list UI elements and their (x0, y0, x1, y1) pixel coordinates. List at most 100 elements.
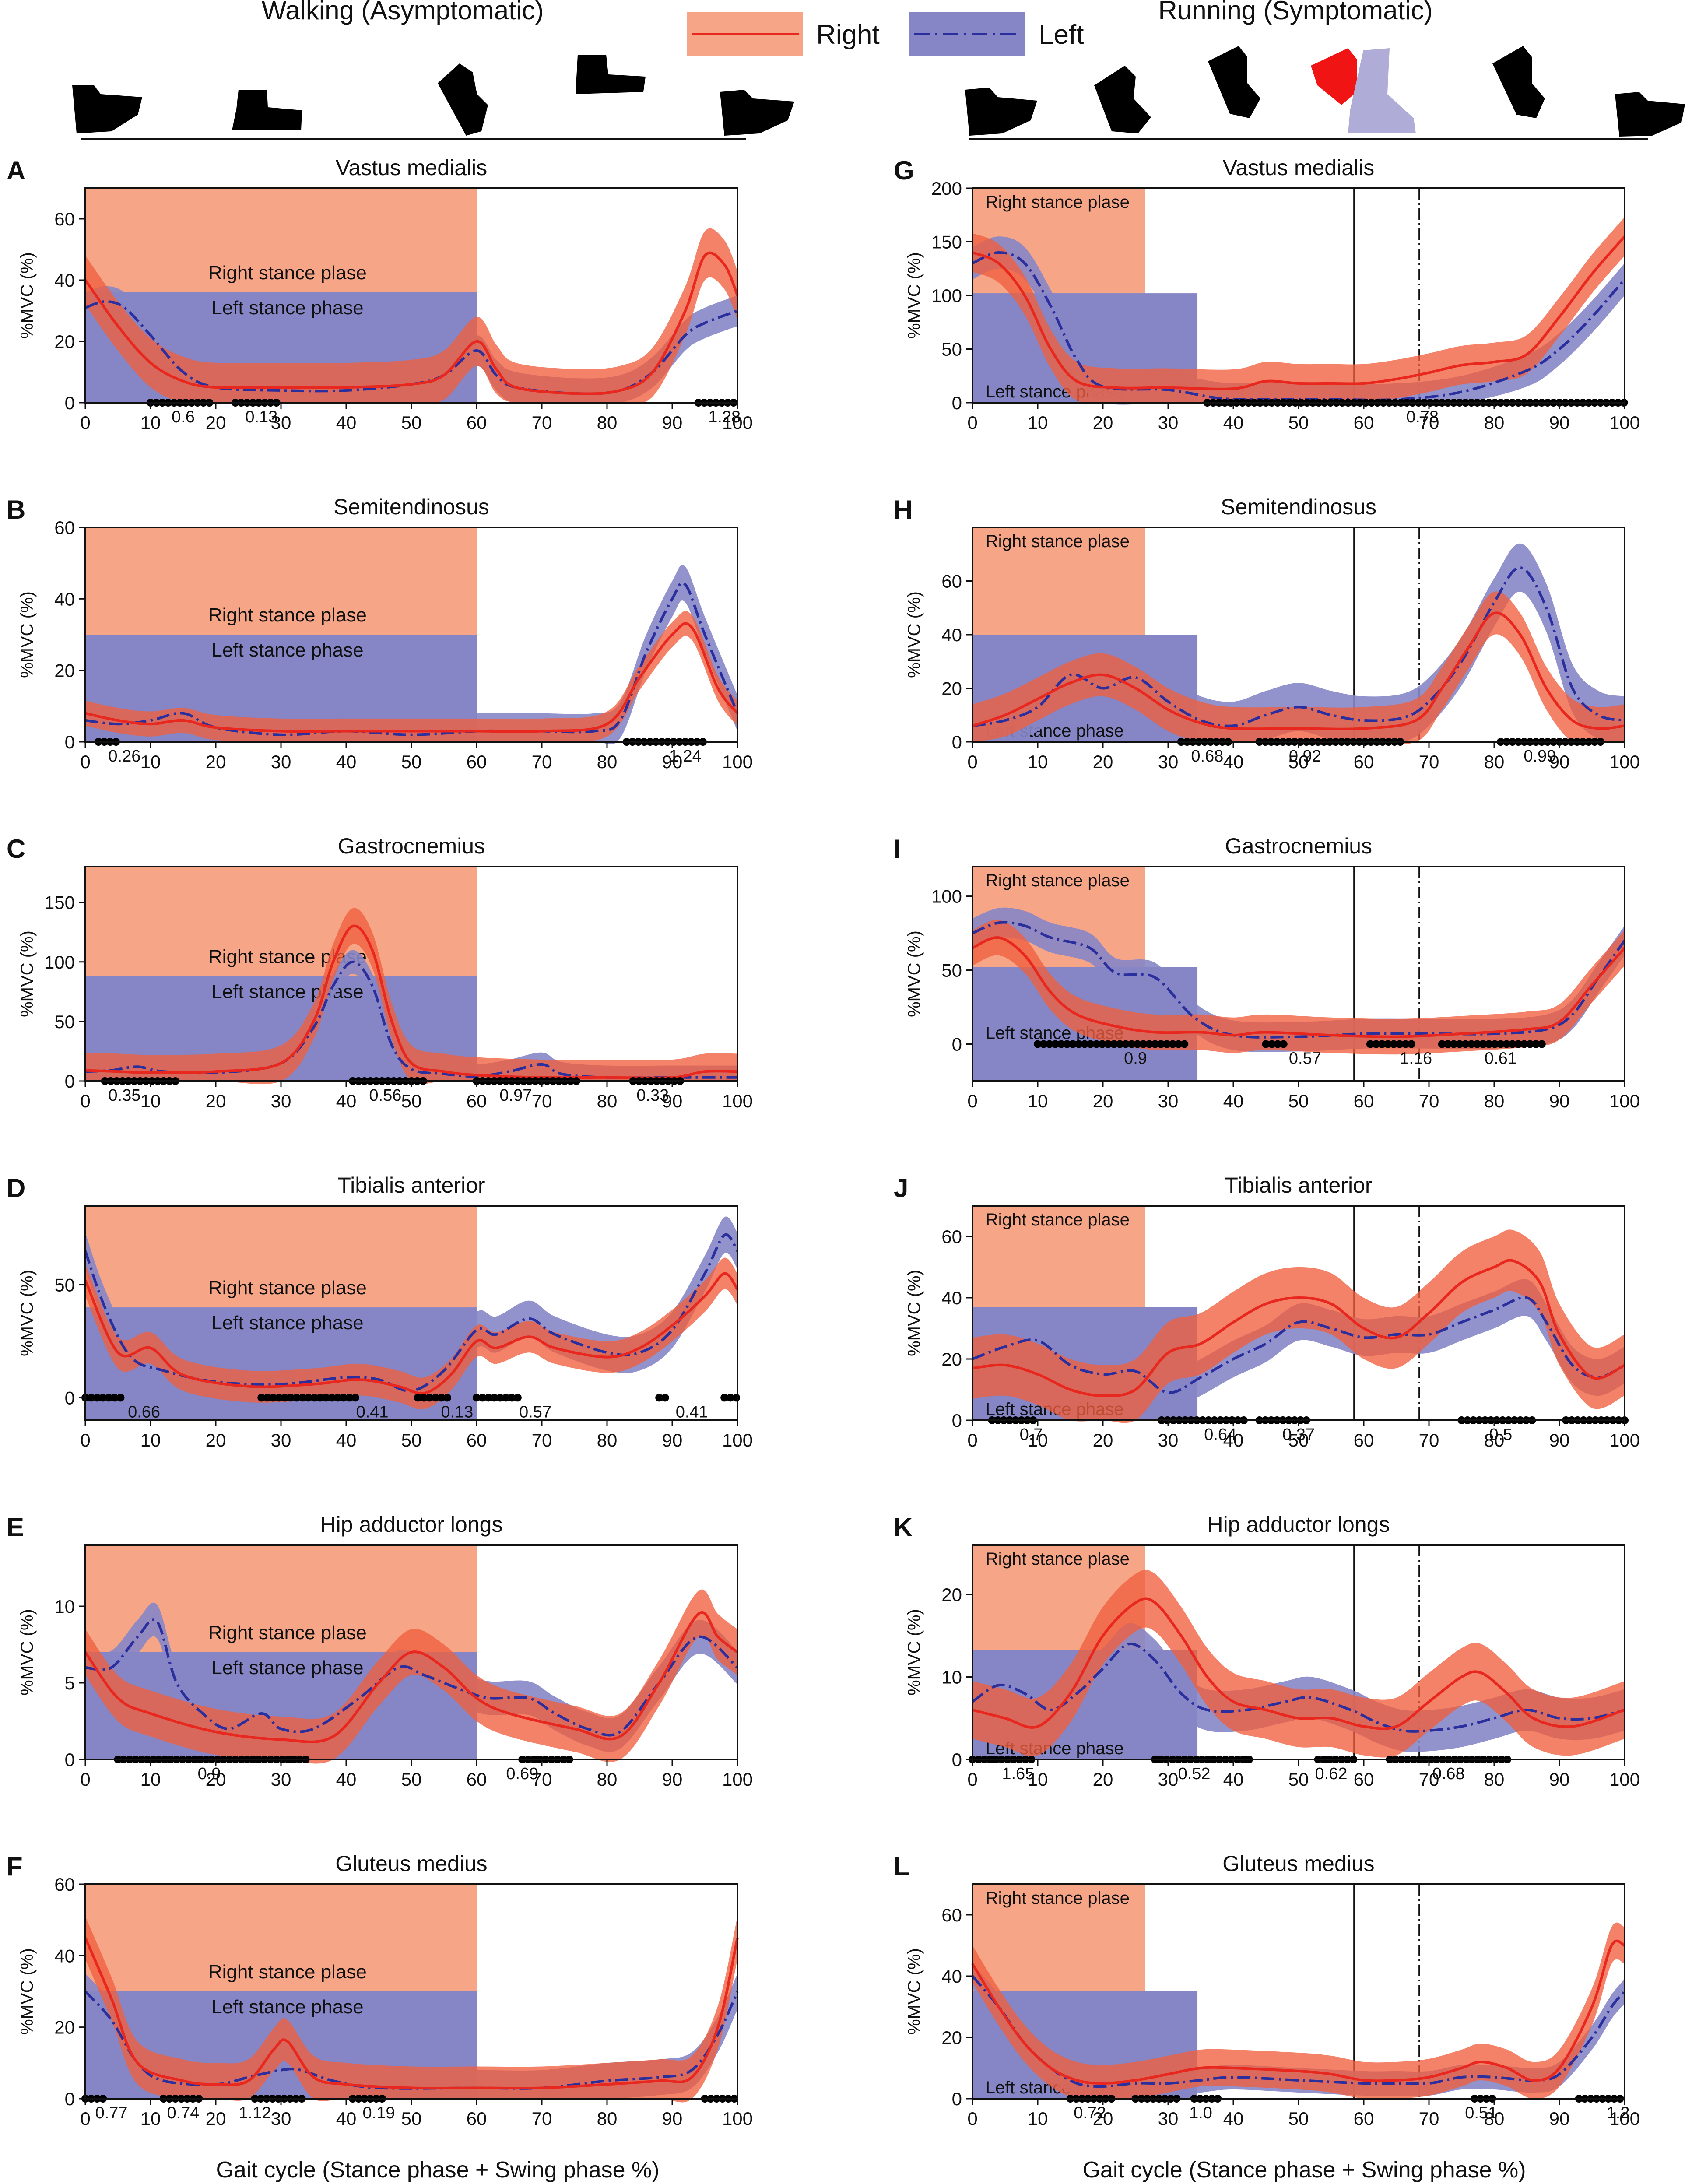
x-tick-label: 100 (1609, 1091, 1640, 1111)
foot-icon (1208, 46, 1260, 118)
x-tick-label: 40 (1223, 751, 1244, 772)
x-tick-label: 60 (467, 1091, 487, 1111)
y-axis-label: %MVC (%) (905, 1948, 924, 2035)
significance-dot (1384, 1040, 1392, 1048)
right-mean-line (84, 1937, 739, 2090)
significance-dot (720, 1394, 729, 1402)
y-tick-label: 200 (931, 178, 962, 199)
y-tick-label: 0 (65, 2089, 75, 2109)
x-tick-label: 90 (662, 751, 683, 772)
walking-foot-strip (72, 55, 794, 140)
significance-dot (269, 1394, 277, 1402)
x-tick-label: 60 (467, 1430, 487, 1450)
x-tick-label: 70 (532, 751, 552, 772)
x-tick-label: 100 (1609, 751, 1640, 772)
right-stance-label: Right stance plase (208, 604, 367, 626)
panel-letter: L (894, 1852, 910, 1881)
x-tick-label: 10 (140, 2108, 161, 2129)
x-tick-label: 40 (1223, 1769, 1244, 1790)
significance-dot (1110, 1040, 1118, 1048)
y-tick-label: 20 (54, 331, 75, 352)
effect-size-label: 0.51 (1465, 2104, 1497, 2122)
x-tick-label: 20 (1093, 1091, 1113, 1111)
significance-dot (1069, 1040, 1077, 1048)
effect-size-label: 0.92 (1289, 747, 1321, 765)
x-tick-label: 60 (467, 412, 487, 433)
significance-dot (420, 1394, 428, 1402)
significance-dot (1508, 1040, 1516, 1048)
right-mean-line (972, 235, 1626, 390)
y-tick-label: 10 (941, 1667, 962, 1688)
foot-icon (720, 90, 794, 136)
x-tick-label: 20 (206, 1091, 226, 1111)
right-mean-line (85, 924, 738, 1079)
significance-dot (87, 1394, 95, 1402)
panel-title: Semitendinosus (333, 495, 489, 519)
y-tick-label: 20 (941, 1584, 962, 1605)
x-tick-label: 80 (1484, 1769, 1505, 1790)
significance-bar (414, 1394, 451, 1402)
panel-letter: H (894, 495, 913, 524)
x-tick-label: 70 (532, 1769, 552, 1790)
y-tick-label: 20 (941, 678, 962, 699)
significance-dot (275, 1394, 283, 1402)
y-axis-label: %MVC (%) (905, 930, 924, 1017)
effect-size-label: 0.64 (1204, 1426, 1236, 1444)
left-stance-label: Left stance phase (211, 1312, 363, 1334)
y-axis-label: %MVC (%) (18, 930, 37, 1017)
y-axis-label: %MVC (%) (18, 1270, 37, 1356)
panel-d: D Tibialis anterior Right stance plase Left… (7, 1173, 753, 1450)
x-tick-label: 40 (336, 412, 357, 433)
panel-title: Gastrocnemius (1225, 834, 1372, 858)
significance-dot (298, 1394, 307, 1402)
legend-right-label: Right (816, 20, 880, 50)
panel-title: Gluteus medius (1222, 1851, 1374, 1876)
significance-dot (328, 1394, 336, 1402)
significance-dot (1262, 1040, 1270, 1048)
significance-bar (1262, 1040, 1288, 1048)
x-tick-label: 70 (532, 412, 552, 433)
x-tick-label: 40 (336, 1769, 357, 1790)
walking-title: Walking (Asymptomatic) (262, 0, 544, 25)
significance-dot (1491, 1040, 1499, 1048)
effect-size-label: 1.65 (1002, 1765, 1034, 1783)
x-tick-label: 30 (271, 751, 291, 772)
panel-letter: J (894, 1173, 908, 1203)
y-tick-label: 150 (931, 232, 962, 253)
significance-dot (1057, 1040, 1065, 1048)
x-tick-label: 40 (1223, 1430, 1244, 1450)
significance-dot (1538, 1040, 1546, 1048)
significance-dot (1467, 1040, 1475, 1048)
significance-dot (1378, 1040, 1386, 1048)
significance-dot (508, 1394, 516, 1402)
panel-b: B Semitendinosus Right stance plase Left st… (7, 495, 753, 772)
x-tick-label: 90 (1549, 412, 1570, 433)
y-tick-label: 50 (54, 1275, 75, 1296)
x-tick-label: 10 (1028, 1430, 1048, 1450)
x-tick-label: 50 (1288, 1091, 1309, 1111)
panel-letter: A (7, 156, 25, 185)
effect-size-label: 0.57 (519, 1403, 551, 1421)
significance-dot (732, 1394, 741, 1402)
effect-size-label: 1.0 (1189, 2104, 1212, 2122)
effect-size-label: 0.13 (441, 1403, 473, 1421)
x-tick-label: 80 (1484, 1091, 1505, 1111)
y-tick-label: 0 (952, 393, 962, 413)
y-axis-label: %MVC (%) (905, 1609, 924, 1696)
right-mean-line (972, 936, 1626, 1038)
x-tick-label: 30 (1158, 1091, 1179, 1111)
significance-bar (1457, 1416, 1536, 1424)
x-tick-label: 40 (336, 1091, 357, 1111)
effect-size-label: 0.9 (198, 1765, 221, 1783)
x-tick-label: 80 (597, 1430, 618, 1450)
significance-dot (1045, 1040, 1053, 1048)
significance-dot (1122, 1040, 1130, 1048)
x-tick-label: 10 (1028, 1091, 1048, 1111)
significance-dot (1532, 1040, 1540, 1048)
significance-bar (1066, 2095, 1116, 2103)
panel-title: Semitendinosus (1221, 495, 1376, 519)
x-tick-label: 80 (597, 751, 618, 772)
panel-letter: K (894, 1513, 913, 1542)
significance-dot (1473, 1040, 1481, 1048)
